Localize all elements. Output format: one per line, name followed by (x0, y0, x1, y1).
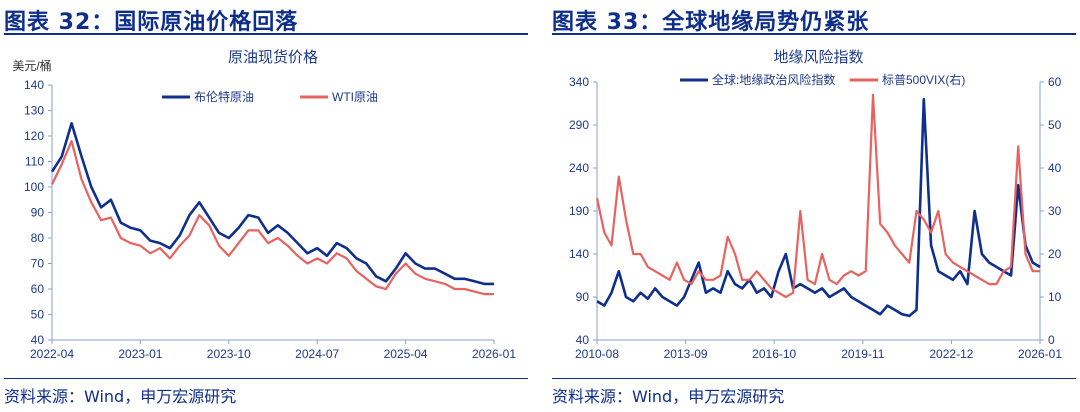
right-source-rule (552, 378, 1076, 379)
y-tick-label: 40 (576, 333, 590, 347)
y2-tick-label: 40 (1048, 161, 1062, 175)
left-source: 资料来源：Wind，申万宏源研究 (4, 387, 237, 406)
y-tick-label: 40 (31, 333, 45, 347)
x-tick-label: 2024-07 (295, 347, 339, 361)
x-tick-label: 2010-08 (575, 347, 619, 361)
right-source: 资料来源：Wind，申万宏源研究 (552, 387, 785, 406)
x-tick-label: 2016-10 (752, 347, 796, 361)
y-tick-label: 340 (569, 75, 589, 89)
legend-label: 布伦特原油 (194, 89, 254, 104)
left-figure-title: 图表 32：国际原油价格回落 (4, 10, 299, 35)
x-tick-label: 2022-12 (929, 347, 973, 361)
y-tick-label: 140 (24, 78, 44, 92)
right-figure-title: 图表 33：全球地缘局势仍紧张 (552, 10, 870, 35)
y-tick-label: 110 (25, 155, 44, 169)
y2-tick-label: 30 (1048, 204, 1062, 218)
legend-label: 标普500VIX(右) (882, 72, 965, 87)
y-tick-label: 100 (24, 180, 44, 194)
legend-label: WTI原油 (332, 90, 378, 104)
y2-tick-label: 10 (1048, 290, 1062, 304)
series-line-primary (596, 97, 1041, 318)
x-tick-label: 2026-01 (472, 347, 516, 361)
right-title-rule (552, 33, 1076, 35)
y-tick-label: 130 (24, 104, 44, 118)
x-tick-label: 2022-04 (30, 347, 74, 361)
y-tick-label: 60 (31, 282, 45, 296)
y-tick-label: 70 (31, 257, 45, 271)
chart-title: 地缘风险指数 (773, 49, 863, 66)
x-tick-label: 2013-09 (664, 347, 708, 361)
y-tick-label: 140 (569, 247, 589, 261)
series-line-primary (50, 122, 494, 286)
x-tick-label: 2023-01 (118, 347, 162, 361)
y-tick-label: 50 (31, 308, 45, 322)
y-tick-label: 90 (31, 206, 45, 220)
y-tick-label: 120 (24, 129, 44, 143)
series-line-secondary (595, 93, 1040, 299)
y-tick-label: 190 (569, 204, 589, 218)
x-tick-label: 2025-04 (384, 347, 428, 361)
y-tick-label: 90 (576, 290, 590, 304)
y2-tick-label: 60 (1048, 75, 1062, 89)
x-tick-label: 2019-11 (841, 347, 884, 361)
series-line-secondary (51, 139, 494, 296)
y-tick-label: 80 (31, 231, 45, 245)
x-tick-label: 2023-10 (207, 347, 251, 361)
chart-title: 原油现货价格 (228, 49, 318, 66)
legend-label: 全球:地缘政治风险指数 (712, 72, 835, 87)
y-tick-label: 240 (569, 161, 589, 175)
left-title-rule (4, 33, 528, 35)
y2-tick-label: 20 (1048, 247, 1062, 261)
y-axis-label: 美元/桶 (12, 58, 51, 73)
left-source-rule (4, 378, 528, 379)
y-tick-label: 290 (569, 118, 589, 132)
y2-tick-label: 0 (1048, 333, 1055, 347)
geo-risk-chart: 地缘风险指数 40 90 140 190 240 290 340 0 10 20 30 40 50 60 20… (569, 49, 1062, 361)
x-tick-label: 2026-01 (1018, 347, 1062, 361)
y2-tick-label: 50 (1048, 118, 1062, 132)
